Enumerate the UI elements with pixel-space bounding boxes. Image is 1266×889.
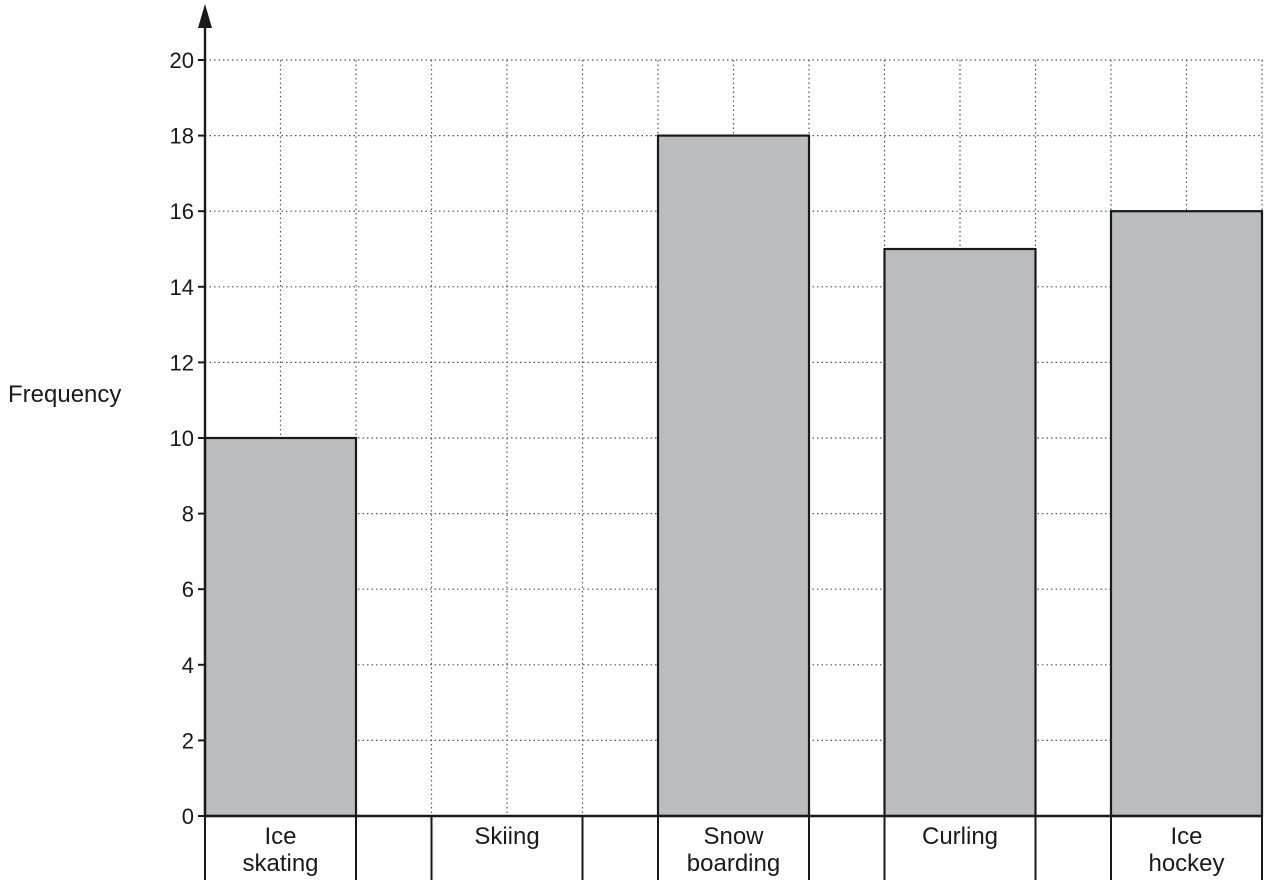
y-tick-label: 12 — [170, 350, 194, 375]
bar — [1109, 210, 1264, 818]
category-label: Ice skating — [242, 823, 318, 877]
y-axis-arrow-icon — [198, 4, 212, 28]
y-tick-label: 10 — [170, 426, 194, 451]
y-tick-label: 18 — [170, 124, 194, 149]
y-tick-label: 20 — [170, 48, 194, 73]
axes — [198, 4, 1263, 880]
bar — [203, 436, 358, 818]
y-tick-label: 0 — [182, 804, 194, 829]
y-tick-label: 14 — [170, 275, 194, 300]
category-label: Skiing — [474, 823, 539, 850]
category-label: Curling — [922, 823, 998, 850]
y-tick-label: 8 — [182, 502, 194, 527]
y-tick-label: 4 — [182, 653, 194, 678]
y-axis-label: Frequency — [8, 381, 121, 408]
bar — [883, 247, 1037, 818]
category-label: Snow boarding — [687, 823, 780, 877]
labels: Ice skating Skiing Snow boarding Curling Ice ho… — [170, 48, 1225, 877]
bar — [656, 134, 811, 818]
y-tick-label: 6 — [182, 577, 194, 602]
category-label: Ice hockey — [1148, 823, 1224, 877]
y-tick-label: 2 — [182, 728, 194, 753]
y-tick-label: 16 — [170, 199, 194, 224]
bars — [203, 134, 1264, 818]
